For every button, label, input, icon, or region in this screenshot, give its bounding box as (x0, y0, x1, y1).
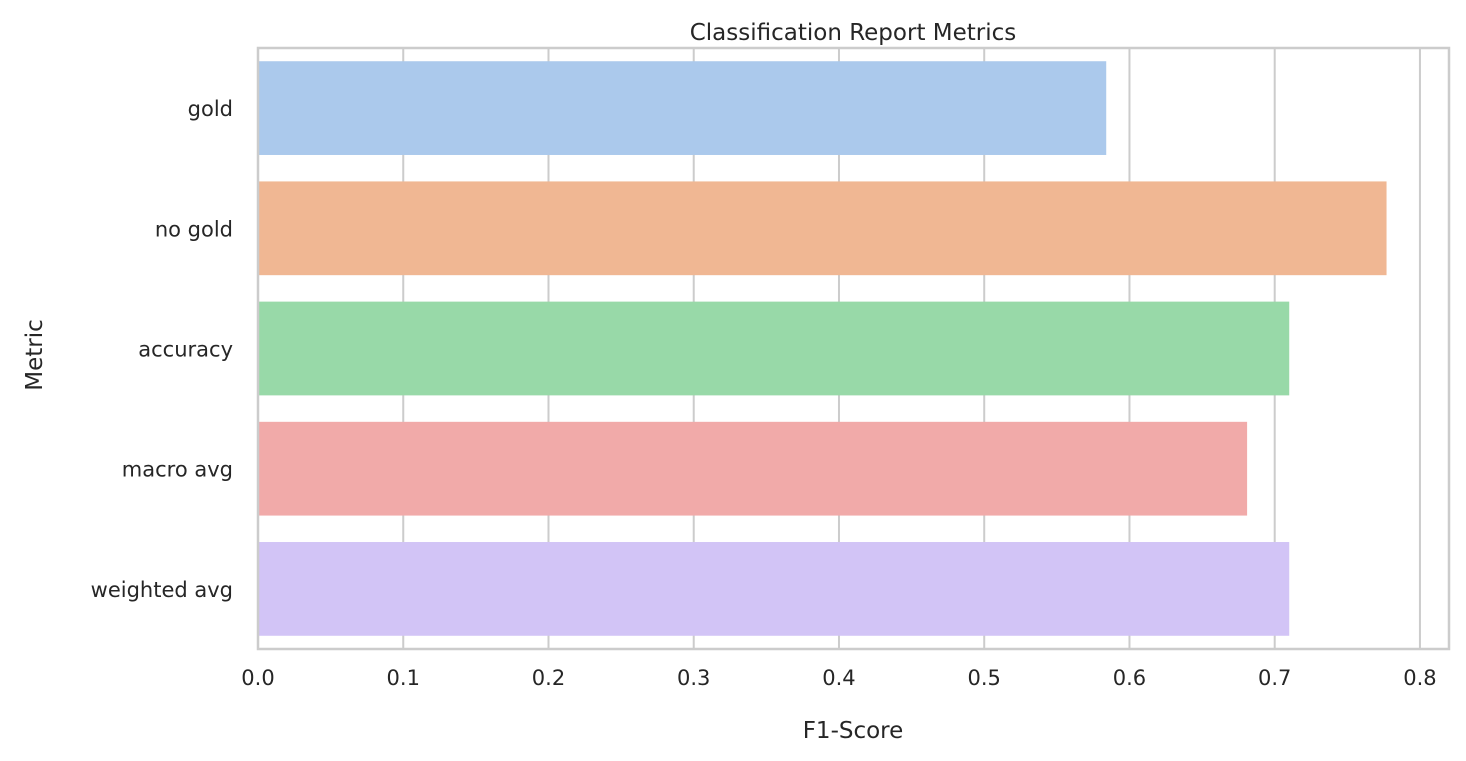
y-tick-label: macro avg (122, 458, 233, 482)
x-tick-label: 0.1 (387, 666, 420, 690)
bar (258, 301, 1290, 396)
x-tick-label: 0.4 (822, 666, 855, 690)
x-tick-label: 0.8 (1403, 666, 1436, 690)
y-axis-label: Metric (22, 319, 48, 391)
bar (258, 421, 1248, 516)
bar (258, 181, 1387, 276)
y-tick-label: accuracy (138, 338, 233, 362)
bar (258, 61, 1107, 155)
y-tick-labels: gold no gold accuracy macro avg weighted avg (91, 97, 233, 602)
x-tick-label: 0.2 (532, 666, 565, 690)
y-tick-label: gold (188, 97, 233, 121)
y-tick-label: weighted avg (91, 578, 233, 602)
x-tick-labels: 0.0 0.1 0.2 0.3 0.4 0.5 0.6 0.7 0.8 (241, 666, 1436, 690)
bar (258, 542, 1290, 636)
x-tick-label: 0.7 (1258, 666, 1291, 690)
x-tick-label: 0.6 (1113, 666, 1146, 690)
bars (258, 61, 1387, 636)
x-tick-label: 0.0 (241, 666, 274, 690)
x-tick-label: 0.5 (968, 666, 1001, 690)
y-tick-label: no gold (155, 217, 233, 241)
x-axis-label: F1-Score (803, 718, 904, 744)
plot-frame (256, 46, 1451, 651)
chart-title: Classification Report Metrics (690, 20, 1017, 46)
x-tick-label: 0.3 (677, 666, 710, 690)
